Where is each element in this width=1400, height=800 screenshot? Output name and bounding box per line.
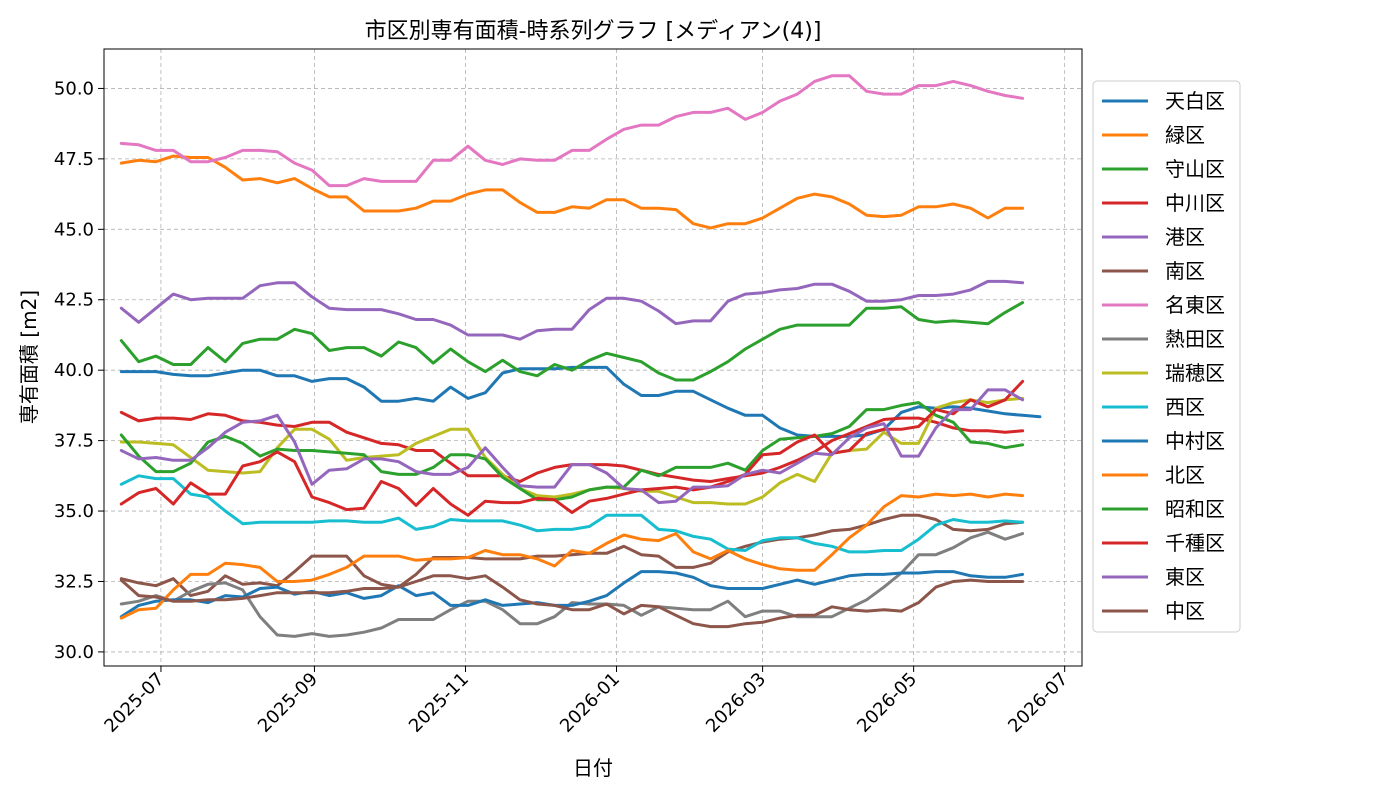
legend-label: 瑞穂区	[1165, 361, 1225, 385]
x-tick-label: 2026-05	[853, 669, 921, 737]
series-line-11	[119, 570, 1025, 619]
y-tick-label: 47.5	[54, 149, 94, 170]
series-lines	[119, 74, 1042, 638]
series-line-1	[119, 365, 1042, 438]
y-tick-label: 35.0	[54, 501, 94, 522]
legend-label: 南区	[1165, 259, 1205, 283]
x-tick-label: 2026-03	[702, 669, 770, 737]
legend-label: 中区	[1165, 599, 1205, 623]
y-tick-label: 37.5	[54, 431, 94, 452]
x-axis-label: 日付	[573, 756, 613, 780]
legend-label: 天白区	[1165, 89, 1225, 113]
x-tick-label: 2026-01	[556, 669, 624, 737]
y-tick-label: 30.0	[54, 642, 94, 663]
x-tick-label: 2026-07	[1004, 669, 1072, 737]
legend-label: 千種区	[1165, 531, 1225, 555]
legend: 天白区緑区守山区中川区港区南区名東区熱田区瑞穂区西区中村区北区昭和区千種区東区中…	[1092, 80, 1241, 633]
series-line-16	[119, 574, 1025, 629]
series-line-2	[119, 154, 1025, 230]
x-tick-label: 2025-07	[100, 669, 168, 737]
legend-label: 中川区	[1165, 191, 1225, 215]
legend-label: 北区	[1165, 463, 1205, 487]
x-tick-label: 2025-11	[405, 669, 473, 737]
series-line-12	[119, 492, 1025, 620]
plot-area-frame	[103, 48, 1083, 667]
y-tick-label: 45.0	[54, 219, 94, 240]
grid	[104, 49, 1082, 666]
y-tick-label: 42.5	[54, 290, 94, 311]
x-tick-label: 2025-09	[254, 669, 322, 737]
series-line-9	[119, 396, 1025, 506]
series-line-7	[119, 74, 1025, 188]
y-axis-label: 専有面積 [m2]	[17, 290, 41, 424]
series-line-10	[119, 474, 1025, 554]
legend-label: 守山区	[1165, 157, 1225, 181]
legend-label: 名東区	[1165, 293, 1225, 317]
series-line-14	[119, 379, 1025, 517]
legend-label: 港区	[1165, 225, 1205, 249]
x-axis: 2025-07 2025-09 2025-11 2026-01 2026-03 2026-…	[100, 666, 1072, 737]
legend-label: 中村区	[1165, 429, 1225, 453]
series-line-3	[119, 301, 1025, 382]
series-line-8	[119, 530, 1025, 638]
legend-frame	[1092, 80, 1241, 633]
y-tick-label: 50.0	[54, 78, 94, 99]
legend-label: 昭和区	[1165, 497, 1225, 521]
series-line-13	[119, 401, 1025, 502]
series-line-15	[119, 388, 1025, 505]
y-tick-label: 32.5	[54, 571, 94, 592]
series-line-6	[119, 513, 1025, 598]
legend-label: 東区	[1165, 565, 1205, 589]
y-axis: 30.0 32.5 35.0 37.5 40.0 42.5 45.0 47.5 50.0	[54, 78, 104, 663]
legend-label: 熱田区	[1165, 327, 1225, 351]
chart-title: 市区別専有面積-時系列グラフ [メディアン(4)]	[365, 19, 822, 44]
y-tick-label: 40.0	[54, 360, 94, 381]
series-line-5	[119, 279, 1025, 341]
legend-label: 西区	[1165, 395, 1205, 419]
legend-label: 緑区	[1165, 123, 1205, 147]
